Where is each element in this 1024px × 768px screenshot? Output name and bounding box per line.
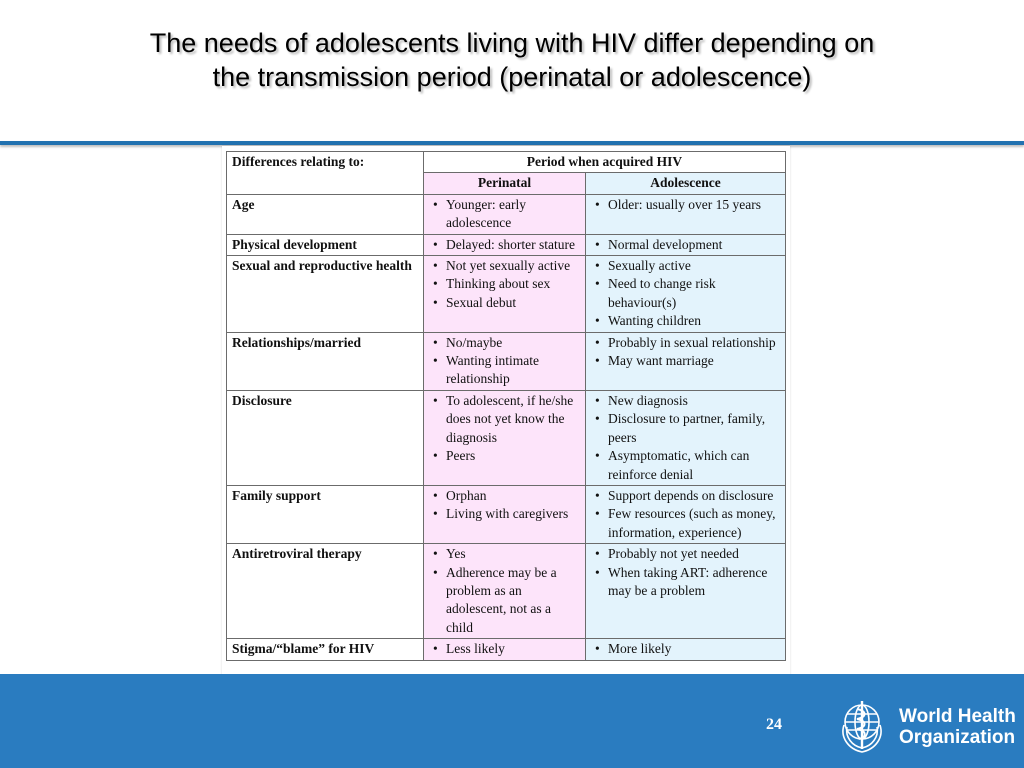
perinatal-list: To adolescent, if he/she does not yet kn… [429,392,580,466]
slide-title-line-2: the transmission period (perinatal or ad… [212,62,812,92]
table-row: Physical development Delayed: shorter sta… [226,233,786,257]
perinatal-list: Less likely [429,640,580,659]
list-item: Older: usually over 15 years [595,196,780,215]
list-item: Disclosure to partner, family, peers [595,410,780,447]
adolescence-list: Normal development [591,236,780,255]
title-divider [0,141,1024,145]
list-item: Adherence may be a problem as an adolesc… [433,564,580,638]
table-header-row: Differences relating to: Period when acq… [226,150,786,195]
list-item: Wanting intimate relationship [433,352,580,389]
list-item: Peers [433,447,580,466]
perinatal-cell: Less likely [423,638,586,661]
perinatal-cell: OrphanLiving with caregivers [423,484,586,545]
list-item: Need to change risk behaviour(s) [595,275,780,312]
perinatal-list: Not yet sexually activeThinking about se… [429,257,580,313]
comparison-table-image: Differences relating to: Period when acq… [222,146,790,704]
adolescence-cell: Normal development [585,233,786,257]
list-item: More likely [595,640,780,659]
row-category: Relationships/married [226,331,424,391]
header-perinatal: Perinatal [423,172,586,195]
adolescence-list: Support depends on disclosureFew resourc… [591,487,780,542]
adolescence-cell: More likely [585,638,786,661]
adolescence-list: Sexually activeNeed to change risk behav… [591,257,780,331]
row-category: Disclosure [226,389,424,486]
comparison-table: Differences relating to: Period when acq… [226,150,786,661]
adolescence-cell: Support depends on disclosureFew resourc… [585,484,786,545]
perinatal-list: No/maybeWanting intimate relationship [429,334,580,389]
table-row: AgeYounger: early adolescence Older: usua… [226,193,786,235]
list-item: Orphan [433,487,580,506]
list-item: May want marriage [595,352,780,371]
list-item: New diagnosis [595,392,780,411]
list-item: Not yet sexually active [433,257,580,276]
page-number: 24 [766,716,782,733]
who-wordmark-line-1: World Health [899,706,1016,727]
perinatal-cell: To adolescent, if he/she does not yet kn… [423,389,586,486]
perinatal-cell: Not yet sexually activeThinking about se… [423,255,586,333]
adolescence-cell: Probably in sexual relationshipMay want … [585,331,786,391]
table-row: Antiretroviral therapyYesAdherence may b… [226,543,786,640]
slide-title: The needs of adolescents living with HIV… [0,26,1024,94]
perinatal-list: Delayed: shorter stature [429,236,580,255]
list-item: Support depends on disclosure [595,487,780,506]
header-adolescence: Adolescence [585,172,786,195]
adolescence-list: New diagnosisDisclosure to partner, fami… [591,392,780,484]
row-category: Physical development [226,233,424,257]
list-item: Less likely [433,640,580,659]
table-row: DisclosureTo adolescent, if he/she does … [226,389,786,486]
adolescence-cell: Sexually activeNeed to change risk behav… [585,255,786,333]
list-item: Yes [433,545,580,564]
footer-bar [0,674,1024,768]
row-category: Age [226,193,424,235]
list-item: Younger: early adolescence [433,196,580,233]
adolescence-list: Probably not yet neededWhen taking ART: … [591,545,780,600]
row-category: Sexual and reproductive health [226,255,424,333]
row-category: Stigma/“blame” for HIV [226,638,424,661]
list-item: Asymptomatic, which can reinforce denial [595,447,780,484]
adolescence-list: Probably in sexual relationshipMay want … [591,334,780,371]
list-item: Thinking about sex [433,275,580,294]
row-category: Antiretroviral therapy [226,543,424,640]
adolescence-cell: Probably not yet neededWhen taking ART: … [585,543,786,640]
list-item: No/maybe [433,334,580,353]
adolescence-cell: New diagnosisDisclosure to partner, fami… [585,389,786,486]
list-item: Sexual debut [433,294,580,313]
header-period: Period when acquired HIV [423,150,786,174]
header-differences: Differences relating to: [226,151,424,195]
table-row: Stigma/“blame” for HIV Less likely More li… [226,638,786,661]
who-wordmark-line-2: Organization [899,727,1016,748]
table-row: Family supportOrphanLiving with caregive… [226,484,786,545]
adolescence-list: More likely [591,640,780,659]
perinatal-cell: Younger: early adolescence [423,193,586,235]
slide-title-line-1: The needs of adolescents living with HIV… [149,28,875,58]
list-item: Normal development [595,236,780,255]
list-item: Wanting children [595,312,780,331]
perinatal-cell: Delayed: shorter stature [423,233,586,257]
table-subheader-row: Perinatal Adolescence [227,172,786,195]
list-item: Probably not yet needed [595,545,780,564]
adolescence-list: Older: usually over 15 years [591,196,780,215]
list-item: When taking ART: adherence may be a prob… [595,564,780,601]
table-row: Relationships/marriedNo/maybeWanting int… [226,331,786,391]
perinatal-list: YesAdherence may be a problem as an adol… [429,545,580,637]
perinatal-list: Younger: early adolescence [429,196,580,233]
list-item: Few resources (such as money, informatio… [595,505,780,542]
list-item: To adolescent, if he/she does not yet kn… [433,392,580,447]
perinatal-list: OrphanLiving with caregivers [429,487,580,524]
perinatal-cell: No/maybeWanting intimate relationship [423,331,586,391]
who-wordmark: World Health Organization [899,706,1016,748]
table-row: Sexual and reproductive healthNot yet se… [226,255,786,333]
adolescence-cell: Older: usually over 15 years [585,193,786,235]
list-item: Delayed: shorter stature [433,236,580,255]
list-item: Sexually active [595,257,780,276]
list-item: Probably in sexual relationship [595,334,780,353]
perinatal-cell: YesAdherence may be a problem as an adol… [423,543,586,640]
list-item: Living with caregivers [433,505,580,524]
who-emblem-icon [842,701,882,753]
row-category: Family support [226,484,424,545]
table-body: AgeYounger: early adolescence Older: usua… [226,193,786,661]
